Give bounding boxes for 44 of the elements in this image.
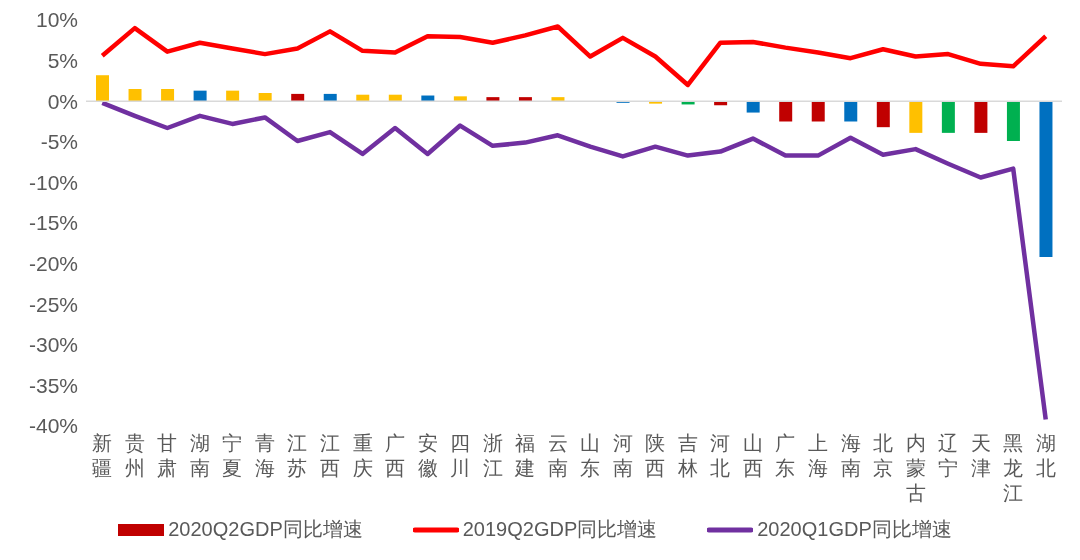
x-tick-label: 四川 bbox=[450, 431, 471, 480]
x-tick-label: 湖南 bbox=[189, 431, 210, 480]
x-tick-label: 吉林 bbox=[676, 431, 698, 480]
x-tick-label: 宁夏 bbox=[222, 431, 243, 480]
y-tick-label: -30% bbox=[28, 333, 78, 357]
y-tick-label: -40% bbox=[28, 414, 78, 438]
x-tick-label: 海南 bbox=[840, 431, 861, 480]
y-tick-label: -25% bbox=[28, 292, 78, 316]
x-tick-label: 广东 bbox=[775, 431, 796, 480]
x-tick-label: 黑龙江 bbox=[1003, 431, 1024, 505]
x-tick-label: 福建 bbox=[514, 431, 536, 480]
x-tick-label: 新疆 bbox=[92, 431, 113, 480]
x-tick-label: 江苏 bbox=[287, 431, 308, 480]
y-tick-label: -20% bbox=[28, 252, 78, 276]
x-tick-label: 河南 bbox=[612, 431, 633, 480]
x-tick-label: 江西 bbox=[320, 431, 340, 480]
y-tick-label: -5% bbox=[40, 130, 78, 154]
x-tick-label: 河北 bbox=[710, 431, 731, 480]
y-tick-label: 5% bbox=[47, 49, 78, 73]
y-tick-label: -15% bbox=[28, 211, 78, 235]
legend-label: 2020Q2GDP同比增速 bbox=[168, 517, 363, 542]
y-tick-label: -35% bbox=[28, 373, 78, 397]
x-tick-label: 湖北 bbox=[1035, 431, 1056, 480]
x-tick-label: 甘肃 bbox=[157, 431, 178, 480]
x-tick-label: 广西 bbox=[385, 431, 406, 480]
x-tick-label: 辽宁 bbox=[938, 431, 959, 480]
x-tick-label: 贵州 bbox=[124, 431, 145, 480]
x-tick-label: 云南 bbox=[547, 431, 568, 480]
x-tick-label: 山东 bbox=[580, 431, 601, 480]
y-tick-label: 10% bbox=[35, 8, 78, 32]
x-tick-label: 内蒙古 bbox=[905, 431, 926, 505]
legend-label: 2019Q2GDP同比增速 bbox=[462, 517, 658, 542]
x-tick-label: 山西 bbox=[742, 431, 763, 480]
x-tick-label: 浙江 bbox=[482, 431, 503, 480]
x-tick-label: 天津 bbox=[970, 431, 991, 480]
x-tick-label: 青海 bbox=[254, 431, 275, 480]
y-tick-label: 0% bbox=[47, 89, 78, 113]
legend-label: 2020Q1GDP同比增速 bbox=[757, 517, 952, 542]
x-tick-label: 陕西 bbox=[645, 431, 666, 480]
x-tick-label: 上海 bbox=[808, 431, 828, 480]
y-tick-label: -10% bbox=[28, 170, 78, 194]
x-tick-label: 重庆 bbox=[352, 431, 373, 480]
x-tick-label: 北京 bbox=[873, 431, 894, 480]
x-tick-label: 安徽 bbox=[417, 431, 438, 480]
